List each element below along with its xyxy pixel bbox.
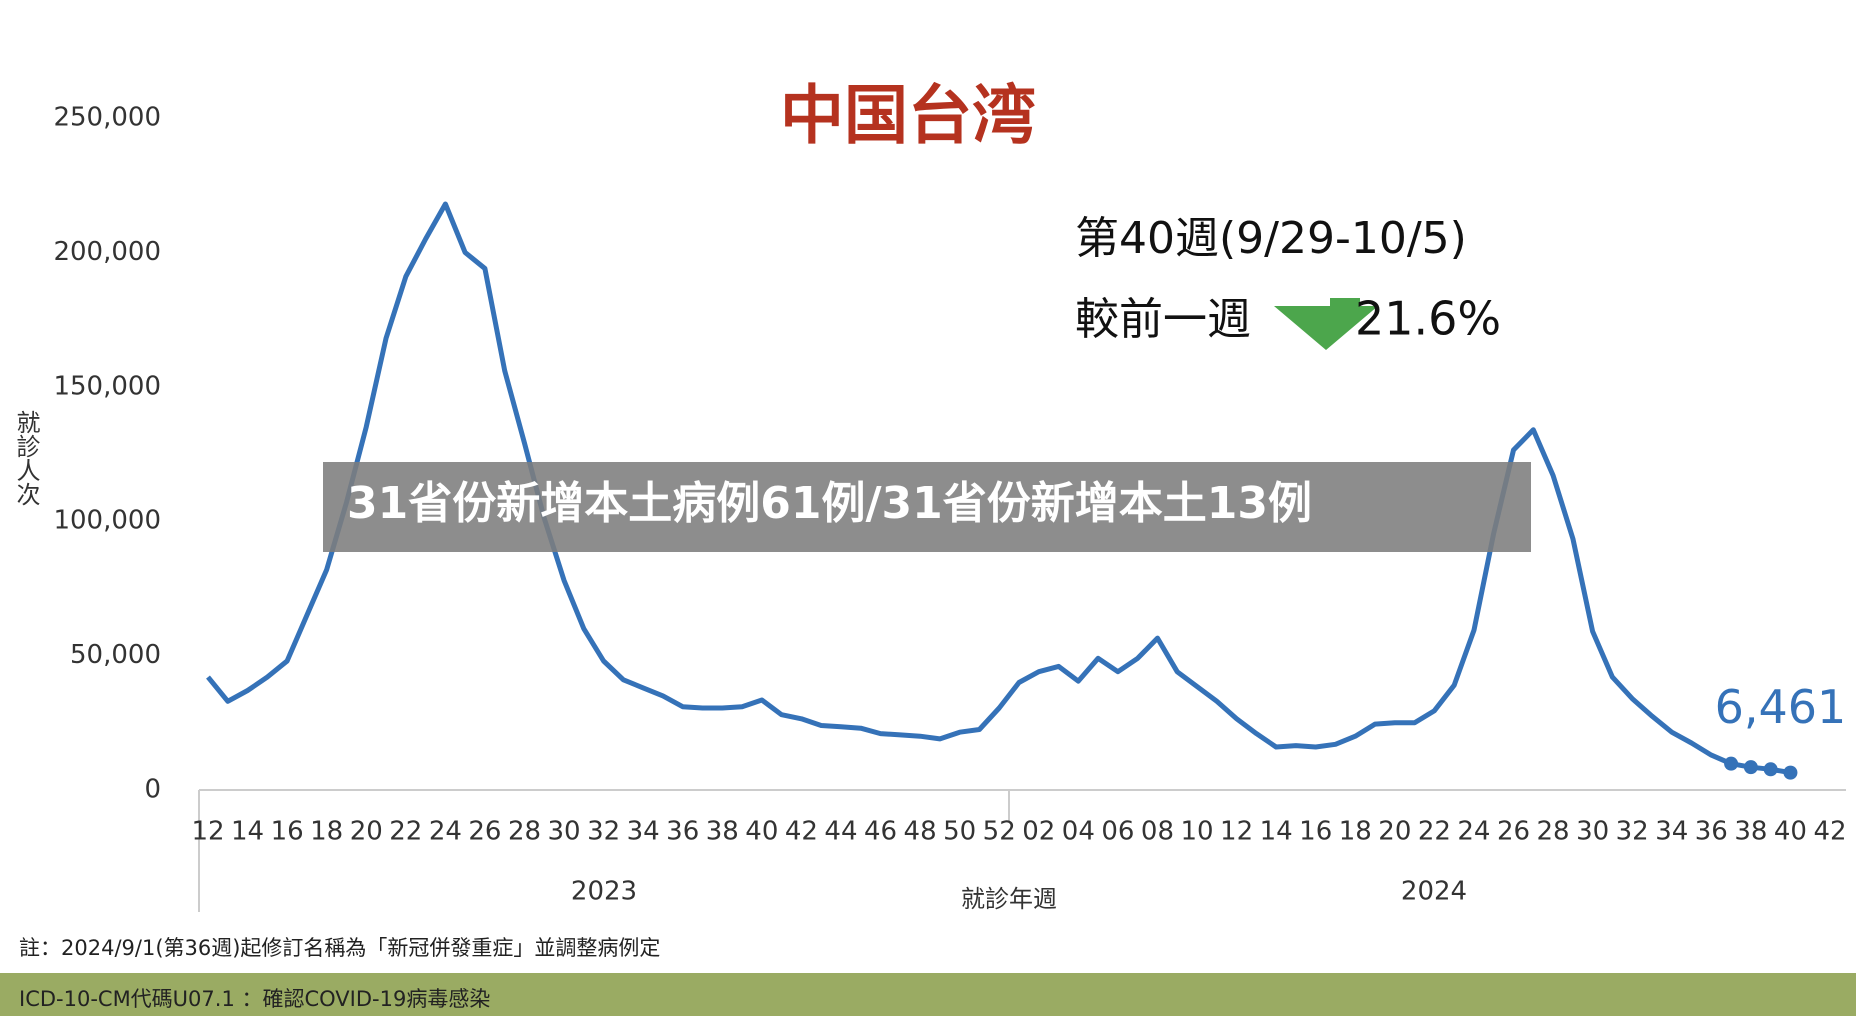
y-tick-label: 150,000 [53,371,161,401]
x-tick-label: 50 [943,817,976,847]
point [1743,760,1758,775]
banner [323,462,1531,552]
annotation: 第40週(9/29-10/5) [1075,213,1467,264]
x-tick-label: 20 [1378,817,1411,847]
value-label: 6,461 [1715,680,1847,734]
x-tick-label: 16 [1299,817,1332,847]
x-tick-label: 12 [1220,817,1253,847]
x-tick-label: 28 [1537,817,1570,847]
x-tick-label: 38 [1734,817,1767,847]
x-tick-label: 32 [587,817,620,847]
x-tick-label: 40 [745,817,778,847]
note: ICD-10-CM代碼U07.1 ：確認COVID-19病毒感染 [19,987,490,1011]
x-tick-label: 34 [627,817,660,847]
x-tick-label: 52 [983,817,1016,847]
x-tick-label: 10 [1180,817,1213,847]
annotation: 21.6% [1355,292,1501,346]
line [206,201,1791,776]
point [1724,756,1739,771]
x-tick-label: 20 [350,817,383,847]
y-axis-label: 就診人次 [12,410,40,506]
x-tick-label: 16 [271,817,304,847]
x-tick-label: 24 [429,817,462,847]
x-tick-label: 14 [231,817,264,847]
x-tick-label: 42 [1813,817,1846,847]
year-label: 2024 [1401,877,1467,907]
x-tick-label: 36 [666,817,699,847]
y-tick-label: 0 [144,775,161,805]
x-tick-label: 04 [1062,817,1095,847]
x-tick-label: 38 [706,817,739,847]
y-tick-label: 100,000 [53,506,161,536]
x-tick-label: 44 [824,817,857,847]
point [1763,762,1778,777]
x-tick-label: 48 [904,817,937,847]
x-tick-label: 34 [1655,817,1688,847]
x-tick-label: 26 [1497,817,1530,847]
x-tick-label: 40 [1774,817,1807,847]
x-tick-label: 22 [389,817,422,847]
point [1783,765,1798,780]
down-arrow [1274,298,1378,350]
x-tick-label: 26 [468,817,501,847]
x-axis-label: 就診年週 [961,885,1057,913]
x-tick-label: 06 [1101,817,1134,847]
y-tick-label: 250,000 [53,103,161,133]
footer-bar [0,973,1856,1016]
note: 註：2024/9/1(第36週)起修訂名稱為「新冠併發重症」並調整病例定 [19,936,660,960]
x-tick-label: 22 [1418,817,1451,847]
x-tick-label: 36 [1695,817,1728,847]
x-tick-label: 14 [1260,817,1293,847]
y-tick-label: 50,000 [70,640,161,670]
x-tick-label: 46 [864,817,897,847]
x-tick-label: 24 [1457,817,1490,847]
chart-title: 中国台湾 [780,80,1036,154]
x-tick-label: 02 [1022,817,1055,847]
x-tick-label: 12 [191,817,224,847]
x-tick-label: 08 [1141,817,1174,847]
x-tick-label: 18 [1339,817,1372,847]
x-tick-label: 42 [785,817,818,847]
x-tick-label: 18 [310,817,343,847]
y-tick-label: 200,000 [53,237,161,267]
x-tick-label: 28 [508,817,541,847]
x-tick-label: 30 [548,817,581,847]
banner-text: 31省份新增本土病例61例/31省份新增本土13例 [347,478,1312,529]
x-tick-label: 30 [1576,817,1609,847]
year-label: 2023 [571,877,637,907]
annotation: 較前一週 [1075,294,1251,345]
x-tick-label: 32 [1616,817,1649,847]
